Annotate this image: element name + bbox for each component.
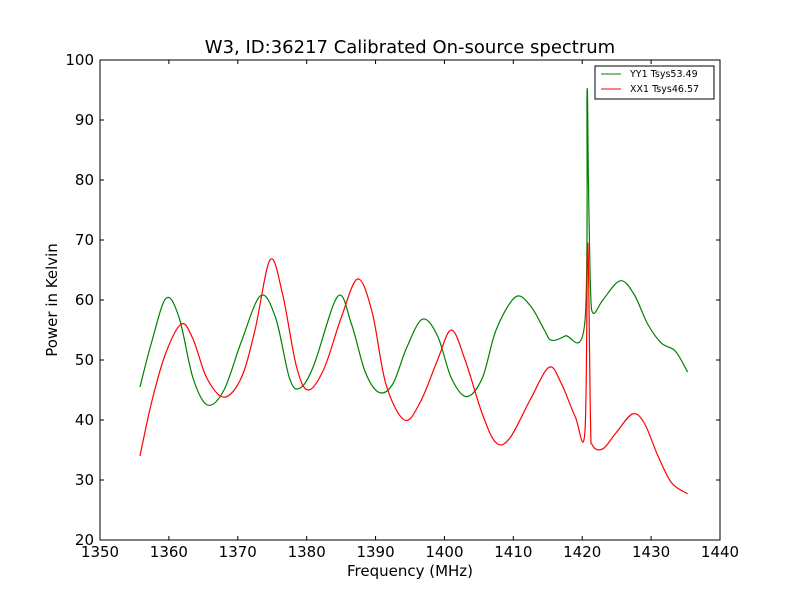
y-tick-label: 90 [75, 111, 94, 129]
x-tick-label: 1380 [288, 543, 326, 561]
x-tick-label: 1430 [632, 543, 670, 561]
plot-lines [139, 88, 689, 495]
y-tick-label: 40 [75, 411, 94, 429]
y-tick-label: 50 [75, 351, 94, 369]
x-tick-label: 1360 [150, 543, 188, 561]
plot-frame [99, 59, 721, 541]
x-axis-label: Frequency (MHz) [347, 562, 473, 580]
x-tick-label: 1420 [563, 543, 601, 561]
y-tick-label: 100 [65, 51, 94, 69]
x-tick-label: 1390 [356, 543, 394, 561]
y-tick-label: 70 [75, 231, 94, 249]
axis-ticks: 1350 1360 1370 1380 1390 1400 1410 1420 1430 1440… [65, 51, 739, 561]
series-line-xx1 [139, 242, 688, 495]
x-tick-label: 1400 [425, 543, 463, 561]
legend: YY1 Tsys53.49 XX1 Tsys46.57 [594, 65, 715, 100]
y-axis-label: Power in Kelvin [43, 243, 61, 357]
legend-label-yy1: YY1 Tsys53.49 [629, 69, 698, 80]
x-tick-label: 1440 [701, 543, 739, 561]
y-tick-label: 20 [75, 531, 94, 549]
legend-label-xx1: XX1 Tsys46.57 [630, 84, 699, 95]
series-line-yy1 [139, 88, 689, 406]
y-tick-label: 60 [75, 291, 94, 309]
chart-title: W3, ID:36217 Calibrated On-source spectr… [205, 37, 615, 58]
x-tick-label: 1350 [81, 543, 119, 561]
y-tick-label: 80 [75, 171, 94, 189]
x-tick-label: 1410 [494, 543, 532, 561]
y-tick-label: 30 [75, 471, 94, 489]
x-tick-label: 1370 [219, 543, 257, 561]
legend-box [594, 65, 715, 100]
